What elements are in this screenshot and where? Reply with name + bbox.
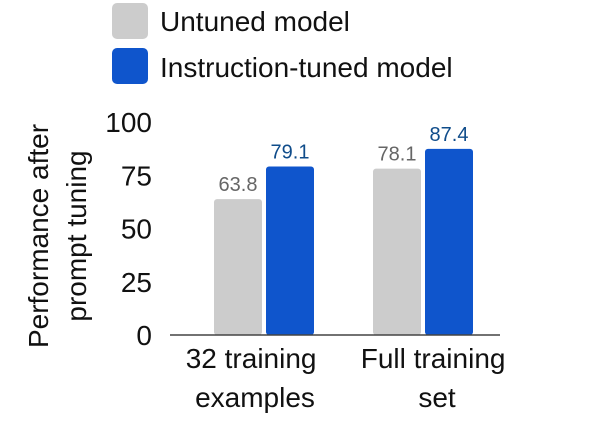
x-category-label-line: examples [195,382,315,413]
x-category-label-full-set: Full training set [361,343,514,413]
bars [214,148,473,335]
bar-untuned-32-examples [214,199,262,335]
data-labels: 63.8 79.1 78.1 87.4 [219,124,469,196]
data-label-untuned-full-set: 78.1 [378,144,417,166]
y-axis-title: Performance after prompt tuning [23,124,92,348]
watermark: 知乎 @早午晚安 [481,399,590,416]
data-label-untuned-32-examples: 63.8 [219,174,258,196]
y-axis: 0 25 50 75 100 [105,107,152,351]
y-axis-title-line-2: prompt tuning [61,150,92,321]
y-tick-label: 25 [121,267,152,298]
legend-swatch-instruction-tuned [112,48,148,84]
legend: Untuned model Instruction-tuned model [112,3,453,84]
y-tick-label: 50 [121,214,152,245]
x-category-label-line: Full training [361,343,506,374]
data-label-instruction-tuned-full-set: 87.4 [430,124,469,146]
bar-untuned-full-set [373,168,421,335]
x-axis: 32 training examples Full training set [186,343,514,413]
x-category-label-line: 32 training [186,343,317,374]
legend-label-instruction-tuned: Instruction-tuned model [160,52,453,83]
y-tick-label: 75 [121,160,152,191]
legend-swatch-untuned [112,3,148,39]
y-axis-title-line-1: Performance after [23,124,54,348]
x-category-label-32-examples: 32 training examples [186,343,325,413]
bar-instruction-tuned-32-examples [266,166,314,335]
legend-label-untuned: Untuned model [160,6,350,37]
data-label-instruction-tuned-32-examples: 79.1 [271,142,310,164]
y-tick-label: 100 [105,107,152,138]
bar-instruction-tuned-full-set [425,148,473,335]
y-tick-label: 0 [136,320,152,351]
x-category-label-line: set [418,382,456,413]
